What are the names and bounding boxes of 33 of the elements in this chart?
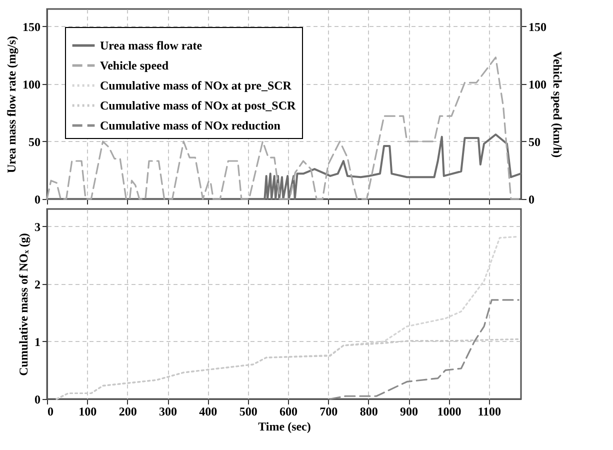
x-tick-label: 300 bbox=[159, 404, 178, 418]
x-tick-label: 900 bbox=[400, 404, 418, 418]
y2-tick-label: 0 bbox=[528, 192, 534, 206]
x-tick-label: 600 bbox=[280, 404, 298, 418]
legend-label: Cumulative mass of NOx reduction bbox=[100, 118, 281, 132]
x-tick-label: 700 bbox=[320, 404, 338, 418]
x-tick-label: 0 bbox=[48, 404, 54, 418]
x-axis-title: Time (sec) bbox=[258, 420, 311, 434]
y2-tick-label: 50 bbox=[528, 134, 540, 149]
legend-label: Cumulative mass of NOx at pre_SCR bbox=[100, 78, 292, 92]
x-tick-label: 400 bbox=[199, 404, 218, 418]
x-tick-label: 1000 bbox=[437, 404, 462, 418]
y-tick-label: 150 bbox=[22, 20, 40, 34]
y2-tick-label: 150 bbox=[528, 20, 546, 34]
x-tick-label: 500 bbox=[239, 404, 258, 418]
y-tick-label: 3 bbox=[34, 220, 40, 234]
x-tick-label: 100 bbox=[78, 404, 97, 418]
legend-label: Urea mass flow rate bbox=[100, 38, 203, 52]
y2-tick-label: 100 bbox=[528, 77, 546, 92]
x-tick-label: 200 bbox=[118, 404, 137, 418]
y-tick-label: 0 bbox=[34, 192, 40, 206]
y-tick-label: 0 bbox=[34, 392, 40, 406]
y2-axis-title: Vehicle speed (km/h) bbox=[550, 51, 564, 158]
y-tick-label: 2 bbox=[34, 277, 40, 292]
y-tick-label: 50 bbox=[28, 134, 40, 149]
x-tick-label: 800 bbox=[360, 404, 378, 418]
y-axis-title: Urea mass flow rate (mg/s) bbox=[4, 36, 18, 174]
x-tick-label: 1100 bbox=[478, 404, 502, 418]
y-axis-title: Cumulative mass of NOₓ (g) bbox=[16, 233, 30, 376]
legend-label: Vehicle speed bbox=[100, 58, 169, 72]
y-tick-label: 1 bbox=[34, 334, 40, 349]
y-tick-label: 100 bbox=[22, 77, 40, 92]
legend-label: Cumulative mass of NOx at post_SCR bbox=[100, 98, 296, 112]
